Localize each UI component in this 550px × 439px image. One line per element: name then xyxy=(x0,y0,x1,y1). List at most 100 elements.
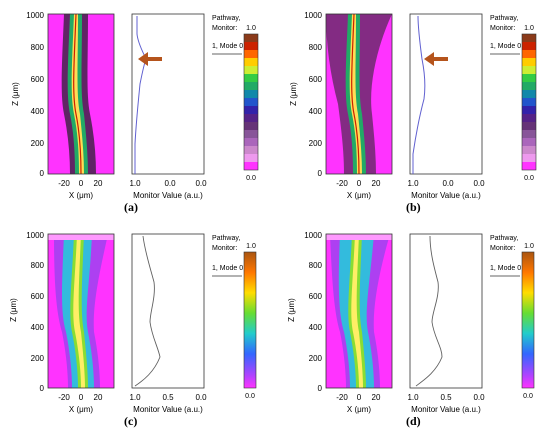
monitor-tick: 0.5 xyxy=(162,393,174,402)
monitor-axis-label: Monitor Value (a.u.) xyxy=(133,191,203,200)
waveguide-core xyxy=(351,234,363,388)
x-axis-label: X (μm) xyxy=(347,191,371,200)
z-tick: 0 xyxy=(318,384,323,393)
legend-line1: Pathway, xyxy=(212,235,240,242)
caption: (c) xyxy=(124,414,138,428)
x-axis-label: X (μm) xyxy=(69,405,93,414)
waveguide-center xyxy=(73,13,82,175)
x-tick: 20 xyxy=(372,179,381,188)
monitor-axis-label: Monitor Value (a.u.) xyxy=(411,405,481,414)
monitor-curve xyxy=(412,15,426,174)
x-tick: 20 xyxy=(94,179,103,188)
panel-b: 1000 800 600 400 200 0 Z (μm) -20 0 20 X… xyxy=(282,4,548,216)
scale-max: 1.0 xyxy=(524,25,534,32)
scale-min: 0.0 xyxy=(246,175,256,182)
field-map-frame xyxy=(325,233,393,389)
panel-d-svg: 1000 800 600 400 200 0 Z (μm) -20 0 20 X… xyxy=(287,231,535,414)
field-map-frame xyxy=(47,233,115,389)
monitor-tick: 1.0 xyxy=(129,179,141,188)
z-tick: 1000 xyxy=(304,231,322,240)
z-tick: 400 xyxy=(31,323,45,332)
scale-max: 1.0 xyxy=(246,25,256,32)
monitor-tick: 0.0 xyxy=(164,179,176,188)
x-tick: -20 xyxy=(336,179,348,188)
monitor-tick: 0.0 xyxy=(473,393,485,402)
field-map-frame xyxy=(47,13,115,175)
monitor-curve xyxy=(134,16,147,174)
z-tick: 1000 xyxy=(304,11,322,20)
monitor-plot-frame xyxy=(131,233,205,389)
caption: (a) xyxy=(124,200,138,214)
panel-c: 1000 800 600 400 200 0 Z (μm) -20 0 20 X… xyxy=(4,222,270,434)
x-tick: 0 xyxy=(79,179,84,188)
color-scale-bar xyxy=(243,251,257,389)
legend-line2: Monitor: xyxy=(490,245,515,252)
z-tick: 1000 xyxy=(26,11,44,20)
legend-mode: 1, Mode 0 xyxy=(490,265,521,272)
z-tick: 600 xyxy=(309,75,323,84)
panel-d: 1000 800 600 400 200 0 Z (μm) -20 0 20 X… xyxy=(282,222,548,434)
top-strip xyxy=(48,234,114,240)
z-tick: 0 xyxy=(40,169,45,178)
z-tick: 0 xyxy=(40,384,45,393)
z-tick: 800 xyxy=(309,261,323,270)
z-tick: 400 xyxy=(309,323,323,332)
x-tick: -20 xyxy=(58,179,70,188)
monitor-plot-frame xyxy=(409,233,483,389)
z-tick: 600 xyxy=(31,75,45,84)
x-axis-label: X (μm) xyxy=(347,405,371,414)
z-tick: 800 xyxy=(31,43,45,52)
panel-b-svg: 1000 800 600 400 200 0 Z (μm) -20 0 20 X… xyxy=(289,11,537,200)
scale-min: 0.0 xyxy=(524,175,534,182)
legend-line2: Monitor: xyxy=(212,25,237,32)
arrow-icon xyxy=(138,52,148,66)
x-axis-label: X (μm) xyxy=(69,191,93,200)
x-tick: -20 xyxy=(336,393,348,402)
color-scale-bar xyxy=(521,251,535,389)
legend-line1: Pathway, xyxy=(212,15,240,22)
monitor-axis-label: Monitor Value (a.u.) xyxy=(411,191,481,200)
field-map-frame xyxy=(325,13,393,175)
x-tick: -20 xyxy=(58,393,70,402)
panel-a-svg: 1000 800 600 400 200 0 Z (μm) -20 0 20 X… xyxy=(11,11,259,200)
z-tick: 800 xyxy=(309,43,323,52)
legend-mode: 1, Mode 0 xyxy=(212,265,243,272)
scale-max: 1.0 xyxy=(246,243,256,250)
monitor-tick: 0.0 xyxy=(442,179,454,188)
x-tick: 20 xyxy=(94,393,103,402)
z-tick: 600 xyxy=(309,292,323,301)
monitor-tick: 0.5 xyxy=(440,393,452,402)
z-tick: 400 xyxy=(31,107,45,116)
monitor-plot-frame xyxy=(409,13,483,175)
monitor-tick: 0.0 xyxy=(473,179,485,188)
monitor-tick: 0.0 xyxy=(195,179,207,188)
legend-mode: 1, Mode 0 xyxy=(212,43,243,50)
monitor-tick: 1.0 xyxy=(407,393,419,402)
z-tick: 400 xyxy=(309,107,323,116)
monitor-plot-frame xyxy=(131,13,205,175)
legend-mode: 1, Mode 0 xyxy=(490,43,521,50)
legend-line2: Monitor: xyxy=(490,25,515,32)
waveguide-center xyxy=(351,13,360,175)
monitor-curve xyxy=(415,235,443,387)
scale-min: 0.0 xyxy=(245,393,255,400)
z-tick: 200 xyxy=(31,354,45,363)
z-tick: 0 xyxy=(318,169,323,178)
scale-max: 1.0 xyxy=(524,243,534,250)
arrow-icon xyxy=(424,52,434,66)
z-axis-label: Z (μm) xyxy=(287,298,296,322)
caption: (d) xyxy=(406,414,421,428)
panel-c-svg: 1000 800 600 400 200 0 Z (μm) -20 0 20 X… xyxy=(9,231,257,414)
legend-line2: Monitor: xyxy=(212,245,237,252)
color-scale-bar xyxy=(521,33,537,171)
monitor-curve xyxy=(134,235,161,387)
z-tick: 200 xyxy=(31,139,45,148)
z-tick: 1000 xyxy=(26,231,44,240)
caption: (b) xyxy=(406,200,421,214)
panel-a: 1000 800 600 400 200 0 Z (μm) -20 0 20 X… xyxy=(4,4,270,216)
z-axis-label: Z (μm) xyxy=(289,82,298,106)
monitor-axis-label: Monitor Value (a.u.) xyxy=(133,405,203,414)
monitor-tick: 1.0 xyxy=(129,393,141,402)
z-axis-label: Z (μm) xyxy=(11,82,20,106)
x-tick: 20 xyxy=(372,393,381,402)
